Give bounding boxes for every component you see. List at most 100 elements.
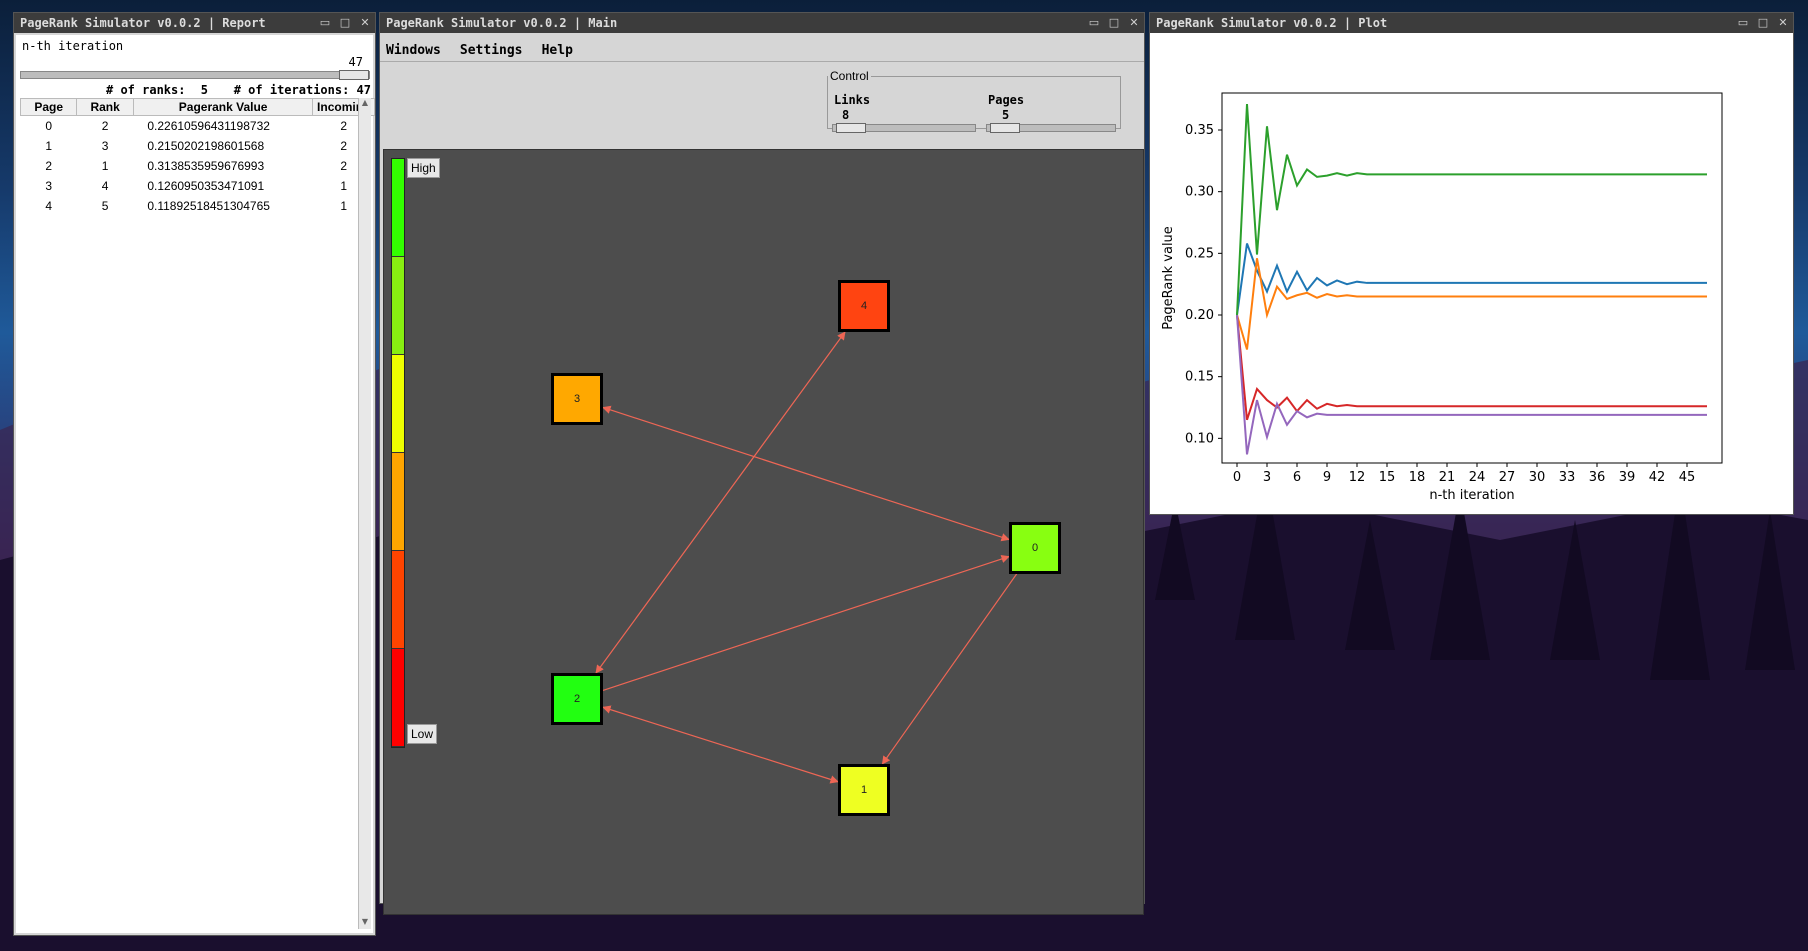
x-tick-label: 36 — [1589, 470, 1606, 485]
menu-bar: Windows Settings Help — [386, 39, 587, 59]
x-tick-label: 45 — [1679, 470, 1696, 485]
plot-window: PageRank Simulator v0.0.2 | Plot ▭ □ ✕ 0… — [1149, 12, 1794, 515]
minimize-icon[interactable]: ▭ — [1737, 16, 1749, 29]
report-window: PageRank Simulator v0.0.2 | Report ▭ □ ✕… — [13, 12, 376, 936]
table-cell: 0.2150202198601568 — [147, 139, 265, 153]
plot-titlebar[interactable]: PageRank Simulator v0.0.2 | Plot ▭ □ ✕ — [1150, 13, 1793, 33]
pages-slider-thumb[interactable] — [989, 123, 1020, 133]
table-cell: 2 — [340, 119, 348, 133]
control-panel: Control Links 8 Pages 5 — [827, 69, 1121, 133]
x-tick-label: 39 — [1619, 470, 1636, 485]
menu-settings[interactable]: Settings — [459, 43, 523, 58]
node-label: 2 — [573, 693, 581, 705]
table-cell: 2 — [340, 159, 348, 173]
ranks-count: # of ranks: 5 — [106, 83, 208, 97]
page-node-0[interactable]: 0 — [1009, 522, 1061, 574]
x-tick-label: 0 — [1233, 470, 1241, 485]
scale-segment — [392, 355, 404, 453]
x-tick-label: 6 — [1293, 470, 1301, 485]
table-row[interactable]: 4 5 0.11892518451304765 1 — [21, 196, 375, 216]
iterations-value: 47 — [356, 83, 371, 97]
x-tick-label: 24 — [1469, 470, 1486, 485]
graph-canvas[interactable]: High Low 0 1 2 3 4 — [383, 149, 1144, 915]
table-cell: 4 — [45, 199, 53, 213]
link-edge — [595, 331, 846, 674]
table-row[interactable]: 1 3 0.2150202198601568 2 — [21, 136, 375, 156]
link-edge — [881, 573, 1018, 765]
menu-divider — [380, 61, 1144, 62]
table-header-row: Page Rank Pagerank Value Incoming — [19, 98, 375, 116]
x-tick-label: 21 — [1439, 470, 1456, 485]
links-value: 8 — [842, 108, 850, 122]
scroll-down-icon[interactable]: ▼ — [361, 917, 369, 926]
page-node-1[interactable]: 1 — [838, 764, 890, 816]
report-body: n-th iteration 47 # of ranks: 5 # of ite… — [16, 35, 375, 933]
pages-label: Pages — [988, 93, 1025, 107]
scroll-up-icon[interactable]: ▲ — [361, 98, 369, 107]
table-cell: 2 — [101, 119, 109, 133]
table-cell: 1 — [101, 159, 109, 173]
page-node-2[interactable]: 2 — [551, 673, 603, 725]
maximize-icon[interactable]: □ — [339, 16, 351, 29]
table-cell: 0.3138535959676993 — [147, 159, 265, 173]
table-cell: 1 — [340, 199, 348, 213]
report-scrollbar[interactable]: ▲ ▼ — [358, 98, 371, 929]
ranks-table: Page Rank Pagerank Value Incoming 0 2 0.22… — [19, 98, 375, 216]
table-cell: 1 — [340, 179, 348, 193]
maximize-icon[interactable]: □ — [1757, 16, 1769, 29]
low-label: Low — [407, 724, 438, 744]
iterations-label: # of iterations: — [233, 83, 350, 97]
x-tick-label: 33 — [1559, 470, 1576, 485]
table-row[interactable]: 0 2 0.22610596431198732 2 — [21, 116, 375, 137]
rank-color-scale — [391, 158, 405, 748]
plot-frame — [1221, 92, 1723, 464]
close-icon[interactable]: ✕ — [360, 16, 370, 29]
table-row[interactable]: 3 4 0.1260950353471091 1 — [21, 176, 375, 196]
series-line — [1236, 314, 1707, 455]
report-titlebar[interactable]: PageRank Simulator v0.0.2 | Report ▭ □ ✕ — [14, 13, 375, 33]
iteration-slider[interactable] — [20, 70, 370, 80]
links-slider-thumb[interactable] — [836, 123, 867, 133]
main-window: PageRank Simulator v0.0.2 | Main ▭ □ ✕ W… — [379, 12, 1145, 915]
iteration-slider-thumb[interactable] — [339, 70, 369, 80]
column-header[interactable]: Pagerank Value — [132, 98, 314, 116]
graph-edges — [595, 331, 1018, 784]
links-slider[interactable] — [832, 123, 976, 133]
page-node-3[interactable]: 3 — [551, 373, 603, 425]
table-cell: 2 — [340, 139, 348, 153]
y-tick-label: 0.15 — [1185, 370, 1214, 385]
scale-segment — [392, 257, 404, 355]
link-edge — [602, 554, 1010, 691]
main-titlebar[interactable]: PageRank Simulator v0.0.2 | Main ▭ □ ✕ — [380, 13, 1144, 33]
y-tick-label: 0.35 — [1185, 123, 1214, 138]
x-axis-label: n-th iteration — [1429, 488, 1514, 503]
iterations-count: # of iterations: 47 — [234, 83, 371, 97]
page-node-4[interactable]: 4 — [838, 280, 890, 332]
y-tick-label: 0.25 — [1185, 246, 1214, 261]
high-label: High — [407, 158, 440, 178]
scale-segment — [392, 649, 404, 747]
close-icon[interactable]: ✕ — [1778, 16, 1788, 29]
close-icon[interactable]: ✕ — [1129, 16, 1139, 29]
pages-slider[interactable] — [986, 123, 1116, 133]
minimize-icon[interactable]: ▭ — [319, 16, 331, 29]
minimize-icon[interactable]: ▭ — [1088, 16, 1100, 29]
table-row[interactable]: 2 1 0.3138535959676993 2 — [21, 156, 375, 176]
table-cell: 3 — [101, 139, 109, 153]
table-cell: 1 — [45, 139, 53, 153]
table-cell: 0 — [45, 119, 53, 133]
iteration-label: n-th iteration — [22, 39, 124, 53]
table-cell: 3 — [45, 179, 53, 193]
table-cell: 0.11892518451304765 — [147, 199, 270, 213]
maximize-icon[interactable]: □ — [1108, 16, 1120, 29]
y-tick-label: 0.10 — [1185, 431, 1214, 446]
menu-help[interactable]: Help — [541, 43, 573, 58]
column-header[interactable]: Page — [19, 98, 78, 116]
menu-windows[interactable]: Windows — [386, 43, 441, 58]
column-header[interactable]: Rank — [76, 98, 134, 116]
control-legend: Control — [830, 69, 869, 83]
ranks-value: 5 — [200, 83, 208, 97]
x-tick-label: 30 — [1529, 470, 1546, 485]
table-cell: 2 — [45, 159, 53, 173]
pagerank-chart: 0 3 6 9 12 15 18 21 24 27 30 33 36 39 42 450.100.150.20… — [1161, 92, 1723, 503]
